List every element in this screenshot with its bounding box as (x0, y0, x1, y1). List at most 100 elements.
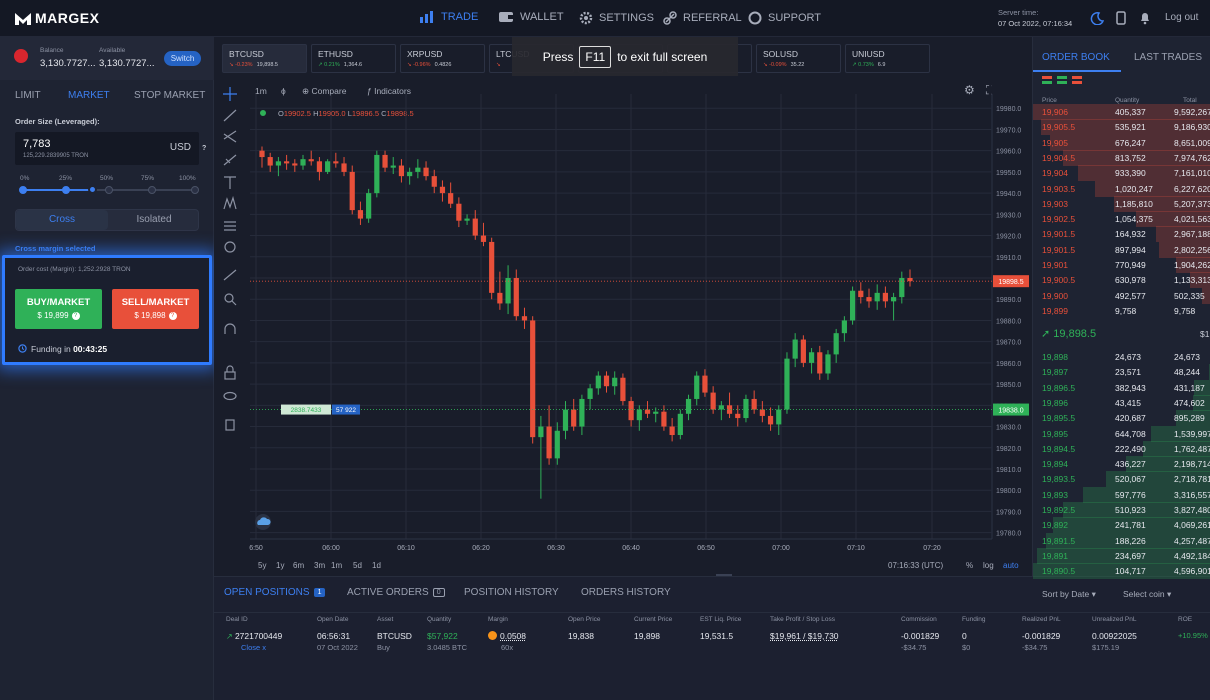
candle-body[interactable] (341, 163, 347, 172)
ask-row[interactable]: 19,902.5 1,054,375 4,021,563 (1033, 211, 1210, 228)
candle-body[interactable] (759, 409, 765, 416)
tab-active-orders[interactable]: ACTIVE ORDERS 0 (347, 587, 445, 598)
crosshair-icon[interactable] (223, 87, 237, 101)
candle-body[interactable] (800, 339, 806, 363)
slider-dot[interactable] (148, 186, 156, 194)
candle-body[interactable] (653, 411, 659, 414)
cross-option[interactable]: Cross (16, 210, 108, 230)
settings-icon[interactable]: ⚙ (964, 83, 975, 97)
sort-dropdown[interactable]: Sort by Date ▾ (1042, 589, 1096, 600)
tab-limit[interactable]: LIMIT (15, 90, 41, 101)
text-icon[interactable] (224, 176, 236, 189)
candle-body[interactable] (833, 333, 839, 355)
candle-body[interactable] (628, 401, 634, 421)
buy-market-button[interactable]: BUY/MARKET $ 19,899? (15, 289, 102, 329)
nav-support[interactable]: SUPPORT (748, 11, 821, 25)
isolated-option[interactable]: Isolated (136, 214, 172, 225)
range-button-1y[interactable]: 1y (276, 561, 284, 570)
candle-body[interactable] (316, 161, 323, 172)
ask-row[interactable]: 19,903 1,185,810 5,207,373 (1033, 195, 1210, 212)
ask-row[interactable]: 19,904.5 813,752 7,974,762 (1033, 149, 1210, 166)
switch-button[interactable]: Switch (164, 51, 201, 66)
range-button-5d[interactable]: 5d (353, 561, 362, 570)
candle-body[interactable] (726, 405, 733, 414)
candle-body[interactable] (390, 165, 396, 168)
candle-body[interactable] (882, 292, 888, 302)
candle-body[interactable] (538, 426, 544, 438)
logout-link[interactable]: Log out (1165, 12, 1199, 23)
candle-body[interactable] (743, 398, 749, 419)
candle-body[interactable] (841, 320, 847, 334)
buy-help-icon[interactable]: ? (71, 312, 80, 320)
candle-body[interactable] (751, 398, 757, 410)
ask-row[interactable]: 19,903.5 1,020,247 6,227,620 (1033, 180, 1210, 197)
resize-handle[interactable] (716, 574, 732, 576)
candle-body[interactable] (292, 163, 298, 166)
book-both-icon[interactable] (1042, 76, 1052, 84)
ticker-btcusd[interactable]: BTCUSD ↘ -0.23% 19,898.5 (222, 44, 307, 73)
candle-body[interactable] (661, 411, 667, 427)
auto-toggle[interactable]: auto (1003, 561, 1019, 570)
ticker-uniusd[interactable]: UNIUSD ↗ 0.73% 6.9 (845, 44, 930, 73)
moon-icon[interactable] (1090, 11, 1104, 25)
candle-body[interactable] (431, 176, 437, 187)
ask-row[interactable]: 19,905 676,247 8,651,009 (1033, 134, 1210, 151)
ask-row[interactable]: 19,901.5 164,932 2,967,188 (1033, 226, 1210, 243)
bid-row[interactable]: 19,898 24,673 24,673 (1033, 349, 1210, 365)
candle-body[interactable] (357, 210, 364, 219)
bid-row[interactable]: 19,892 241,781 4,069,261 (1033, 517, 1210, 534)
ask-row[interactable]: 19,901 770,949 1,904,262 (1033, 257, 1210, 273)
size-help-icon[interactable]: ? (202, 145, 207, 152)
tab-open-positions[interactable]: OPEN POSITIONS 1 (224, 587, 326, 598)
candle-body[interactable] (669, 426, 675, 436)
slider-dot[interactable] (62, 186, 70, 194)
tab-position-history[interactable]: POSITION HISTORY (464, 587, 559, 598)
ask-row[interactable]: 19,900 492,577 502,335 (1033, 287, 1210, 304)
candle-body[interactable] (284, 161, 290, 164)
candle-body[interactable] (546, 426, 552, 459)
bell-icon[interactable] (1138, 11, 1152, 25)
interval-selector[interactable]: 1m (255, 86, 267, 96)
candle-body[interactable] (259, 150, 265, 158)
range-button-6m[interactable]: 6m (293, 561, 304, 570)
candle-body[interactable] (595, 375, 601, 389)
bid-row[interactable]: 19,896 43,415 474,602 (1033, 394, 1210, 411)
candle-body[interactable] (874, 292, 880, 302)
range-button-3m[interactable]: 3m (314, 561, 325, 570)
size-slider[interactable] (19, 185, 199, 194)
lock-icon[interactable] (224, 365, 236, 380)
margin-mode-toggle[interactable]: Cross Isolated (15, 209, 199, 231)
fullscreen-icon[interactable]: ⛶ (986, 83, 995, 97)
price-axis[interactable] (992, 79, 1032, 576)
close-position-link[interactable]: Close x (241, 643, 266, 652)
bid-row[interactable]: 19,895.5 420,687 895,289 (1033, 410, 1210, 427)
candle-body[interactable] (718, 405, 724, 410)
candle-type-icon[interactable]: ɸ (281, 86, 286, 96)
ask-row[interactable]: 19,906 405,337 9,592,267 (1033, 104, 1210, 120)
slider-dot[interactable] (191, 186, 199, 194)
logo[interactable]: MARGEX (14, 10, 99, 26)
candle-body[interactable] (308, 159, 314, 162)
range-button-1m[interactable]: 1m (331, 561, 342, 570)
candle-body[interactable] (325, 161, 331, 172)
nav-trade[interactable]: TRADE (419, 11, 478, 23)
eye-icon[interactable] (223, 391, 237, 401)
candle-body[interactable] (407, 171, 413, 177)
indicators-button[interactable]: ƒ Indicators (367, 86, 411, 96)
candle-body[interactable] (521, 316, 528, 321)
nav-referral[interactable]: REFERRAL (663, 11, 742, 25)
ticker-solusd[interactable]: SOLUSD ↘ -0.09% 35.22 (756, 44, 841, 73)
candle-body[interactable] (497, 292, 503, 304)
candle-body[interactable] (579, 398, 585, 427)
ask-row[interactable]: 19,900.5 630,978 1,133,313 (1033, 272, 1210, 289)
slider-dot[interactable] (19, 186, 27, 194)
tab-orders-history[interactable]: ORDERS HISTORY (581, 587, 671, 598)
bid-row[interactable]: 19,893 597,776 3,316,557 (1033, 486, 1210, 503)
candle-body[interactable] (784, 358, 790, 410)
candle-body[interactable] (587, 388, 593, 399)
log-toggle[interactable]: log (983, 561, 994, 570)
pattern-icon[interactable] (223, 195, 237, 210)
ticker-ethusd[interactable]: ETHUSD ↗ 0.21% 1,364.6 (311, 44, 396, 73)
candle-body[interactable] (677, 413, 683, 436)
bid-row[interactable]: 19,897 23,571 48,244 (1033, 364, 1210, 381)
